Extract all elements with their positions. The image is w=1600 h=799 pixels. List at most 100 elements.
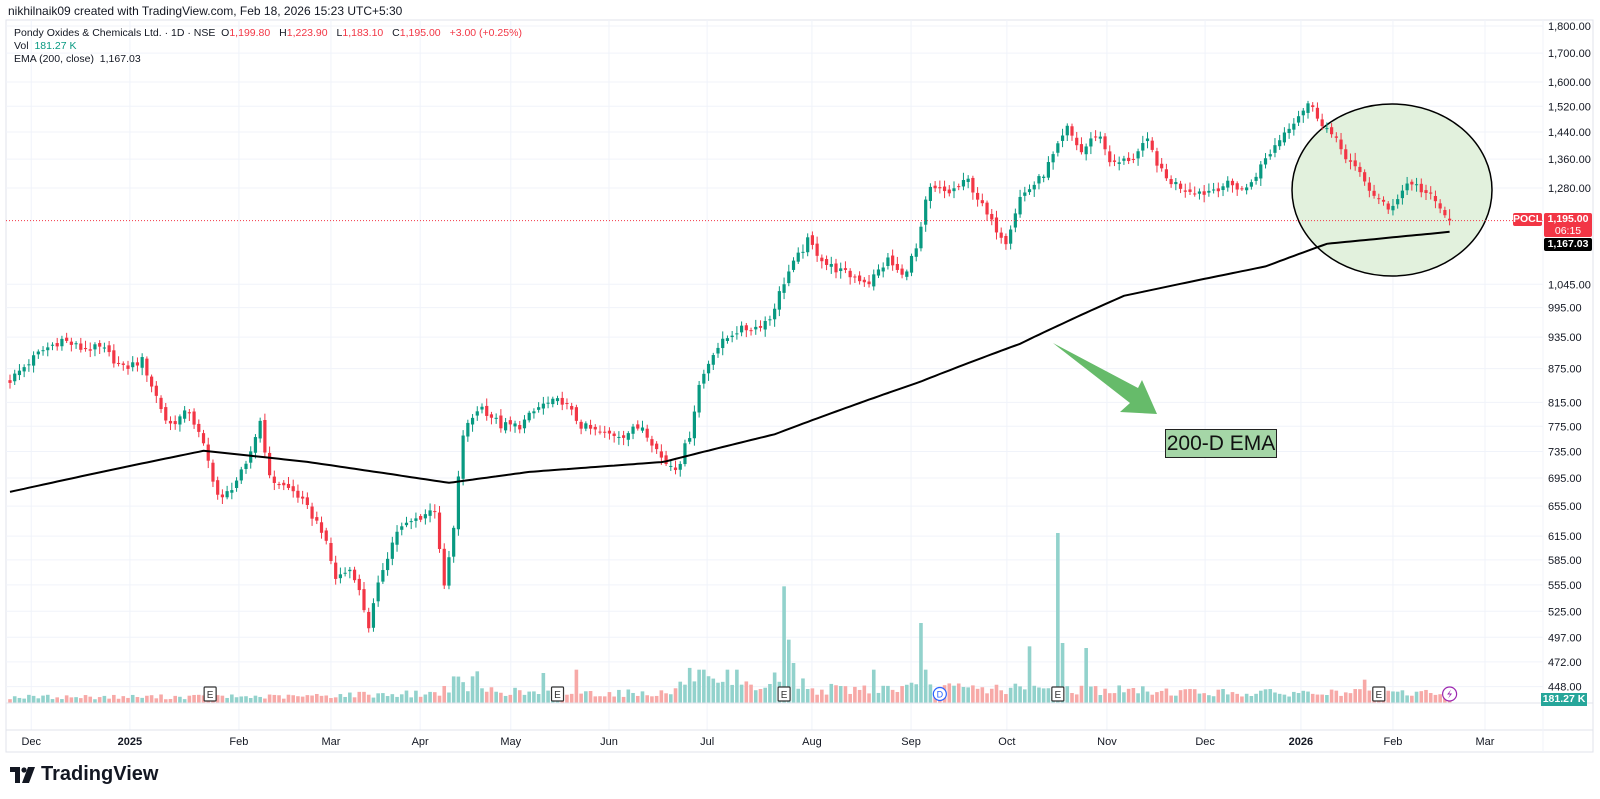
candle-body [367, 611, 371, 629]
ema-200-line[interactable] [9, 230, 1450, 493]
volume-bar [579, 693, 583, 703]
volume-bar [182, 699, 187, 703]
candle-body [834, 263, 838, 273]
earnings-marker-label: E [554, 690, 561, 701]
price-tick-label: 935.00 [1548, 332, 1582, 344]
close-label: C [392, 27, 400, 39]
candle-body [744, 325, 748, 331]
volume-bar [135, 697, 140, 703]
candle-body [900, 268, 904, 275]
low-label: L [336, 27, 343, 39]
volume-bar [1089, 686, 1093, 703]
volume-bar [829, 683, 834, 703]
volume-bar [536, 694, 541, 703]
earnings-marker-label: E [781, 690, 788, 701]
volume-bar [1056, 533, 1060, 703]
volume-bar [980, 687, 985, 703]
volume-bar [1032, 685, 1037, 703]
volume-bar [88, 696, 93, 703]
volume-bar [1221, 689, 1225, 703]
volume-bar [1216, 689, 1221, 703]
volume-bar [178, 696, 182, 703]
volume-label[interactable]: Vol [14, 40, 29, 52]
volume-bar [1013, 683, 1018, 703]
candle-body [640, 427, 645, 431]
candle-body [678, 463, 682, 470]
candle-body [98, 343, 102, 347]
volume-bar [1131, 688, 1136, 703]
high-value: 1,223.90 [286, 27, 328, 39]
candle-body [1221, 186, 1225, 191]
candle-body [603, 431, 607, 433]
candle-body [1259, 164, 1263, 179]
candle-body [1188, 189, 1192, 192]
tradingview-logo[interactable]: TradingView [10, 763, 158, 786]
candle-body [1060, 135, 1065, 141]
candle-body [1094, 136, 1098, 138]
candle-body [423, 514, 427, 519]
candle-body [452, 527, 456, 557]
volume-bar [399, 694, 404, 703]
candle-body [1377, 198, 1381, 200]
volume-bar [187, 695, 192, 703]
volume-bar [848, 693, 852, 703]
time-tick-label: Dec [21, 736, 41, 748]
volume-bar [145, 695, 149, 703]
price-tick-label: 1,360.00 [1548, 154, 1591, 166]
volume-bar [319, 695, 324, 703]
candle-body [140, 357, 144, 368]
symbol-name[interactable]: Pondy Oxides & Chemicals Ltd. · 1D · NSE [14, 27, 216, 39]
volume-bar [1428, 693, 1433, 703]
candle-body [829, 263, 833, 267]
volume-bar [1386, 690, 1391, 703]
volume-bar [1339, 695, 1343, 703]
candle-body [1065, 125, 1069, 136]
price-tick-label: 875.00 [1548, 364, 1582, 376]
candle-body [352, 569, 357, 581]
candle-body [183, 410, 187, 419]
arrow-icon[interactable] [1053, 343, 1157, 414]
volume-bar [612, 696, 616, 703]
volume-bar [1273, 692, 1277, 703]
volume-bar [768, 683, 772, 703]
volume-bar [154, 698, 159, 703]
volume-bar [281, 698, 286, 703]
volume-bar [50, 699, 55, 703]
candle-body [546, 402, 550, 404]
ema-label[interactable]: EMA (200, close) [14, 53, 94, 65]
price-axis[interactable]: 1,800.00 1,700.00 1,600.00 1,520.00 1,440.00… [1548, 21, 1591, 694]
candle-body [1278, 140, 1282, 147]
candle-body [1334, 136, 1338, 138]
candle-body [50, 344, 55, 346]
candle-body [88, 349, 92, 351]
candle-body [791, 260, 796, 270]
volume-bar [1041, 688, 1046, 703]
volume-bar [1254, 693, 1258, 703]
candle-body [286, 483, 291, 488]
candle-body [711, 355, 715, 365]
candle-body [749, 330, 753, 332]
volume-bar [352, 697, 357, 703]
candle-body [1098, 136, 1102, 139]
candle-body [1164, 169, 1168, 179]
volume-bar [442, 685, 447, 703]
volume-bar [409, 697, 413, 703]
volume-value: 181.27 K [34, 40, 77, 52]
candle-body [1023, 192, 1027, 196]
price-tick-label: 1,440.00 [1548, 127, 1591, 139]
candle-body [1254, 176, 1258, 181]
candle-body [41, 350, 45, 352]
time-axis[interactable]: Dec 2025 Feb Mar Apr May Jun Jul Aug Sep Oct Nov Dec… [21, 736, 1494, 748]
candle-body [570, 406, 574, 410]
candle-body [1079, 144, 1084, 153]
ema-annotation-label[interactable]: 200-D EMA [1165, 429, 1277, 458]
volume-bar [1178, 690, 1183, 703]
volume-bar [1263, 689, 1268, 703]
candle-body [683, 443, 687, 465]
volume-bar [315, 693, 319, 703]
volume-bar [961, 687, 966, 703]
candle-body [758, 325, 763, 328]
candle-body [843, 268, 848, 270]
earnings-marker-icon [550, 686, 565, 702]
